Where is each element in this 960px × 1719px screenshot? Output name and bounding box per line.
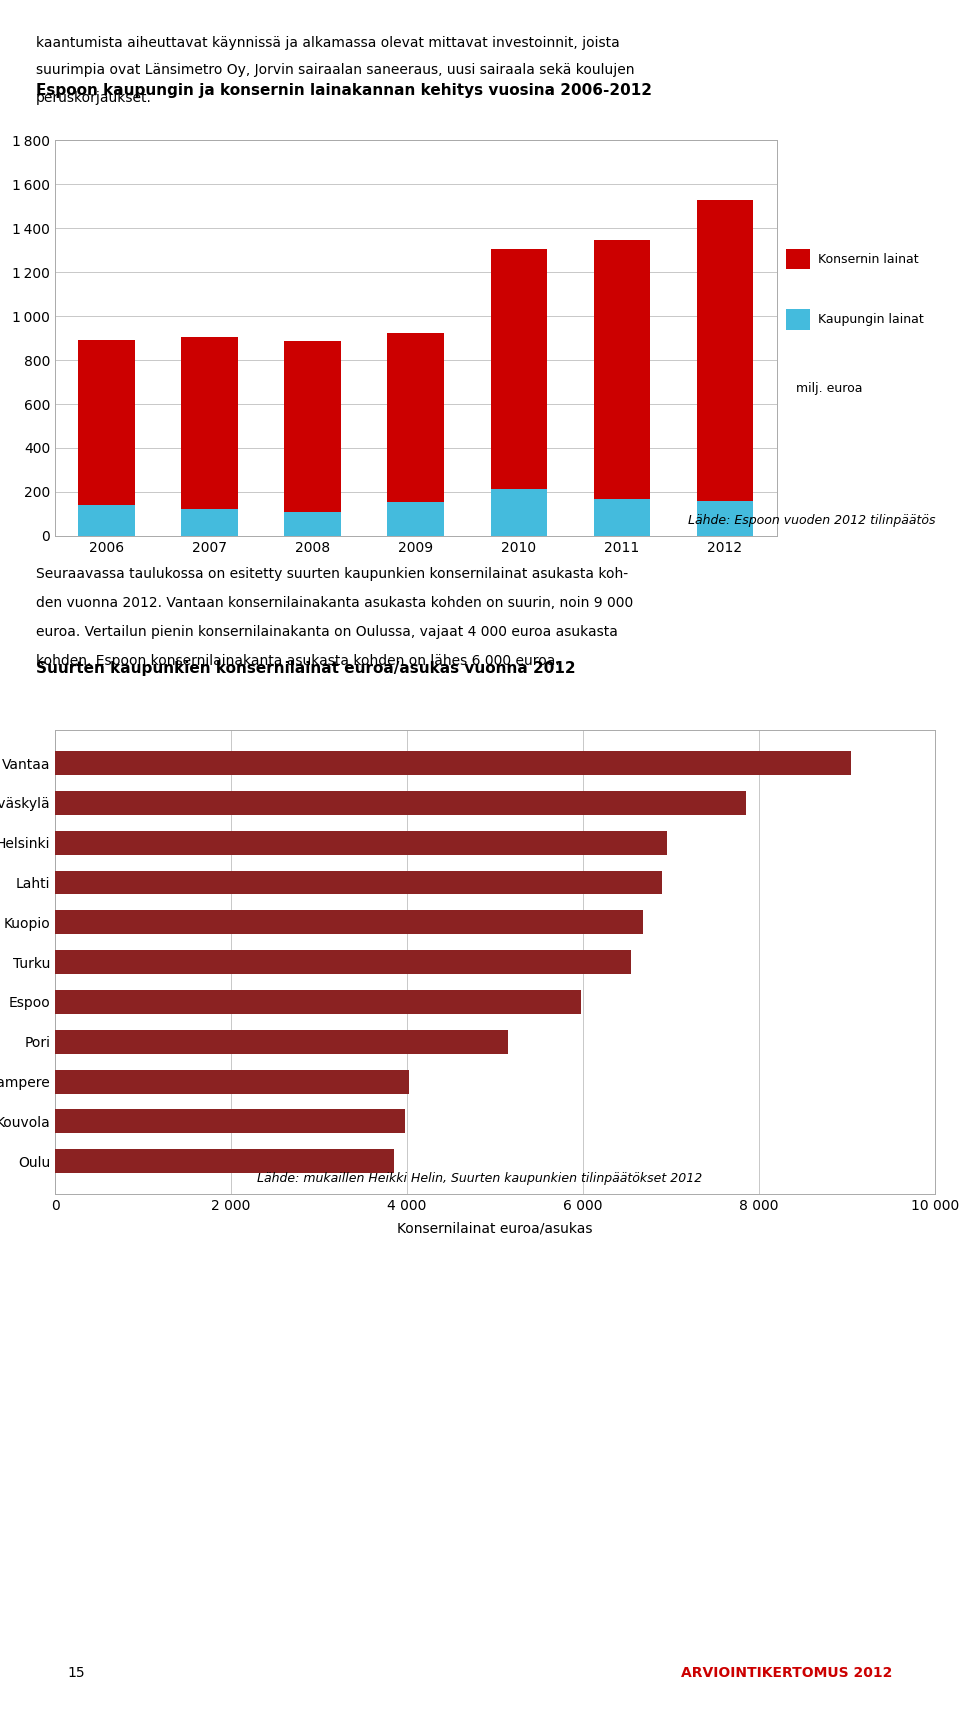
Bar <box>181 337 238 536</box>
Bar <box>55 1030 508 1054</box>
Text: Espoon kaupungin ja konsernin lainakannan kehitys vuosina 2006-2012: Espoon kaupungin ja konsernin lainakanna… <box>36 83 652 98</box>
X-axis label: Konsernilainat euroa/asukas: Konsernilainat euroa/asukas <box>397 1222 592 1236</box>
Bar <box>55 1069 409 1093</box>
Bar <box>55 751 852 775</box>
Text: Lähde: mukaillen Heikki Helin, Suurten kaupunkien tilinpäätökset 2012: Lähde: mukaillen Heikki Helin, Suurten k… <box>257 1172 703 1186</box>
Bar <box>181 509 238 536</box>
Text: peruskorjaukset.: peruskorjaukset. <box>36 91 152 105</box>
Text: kaantumista aiheuttavat käynnissä ja alkamassa olevat mittavat investoinnit, joi: kaantumista aiheuttavat käynnissä ja alk… <box>36 36 619 50</box>
Text: den vuonna 2012. Vantaan konsernilainakanta asukasta kohden on suurin, noin 9 00: den vuonna 2012. Vantaan konsernilainaka… <box>36 596 633 610</box>
Text: euroa. Vertailun pienin konsernilainakanta on Oulussa, vajaat 4 000 euroa asukas: euroa. Vertailun pienin konsernilainakan… <box>36 626 617 639</box>
Bar <box>55 1109 405 1133</box>
Text: ARVIOINTIKERTOMUS 2012: ARVIOINTIKERTOMUS 2012 <box>682 1666 893 1681</box>
Bar <box>284 340 341 536</box>
Bar <box>593 241 650 536</box>
Text: 15: 15 <box>67 1666 84 1681</box>
Bar <box>284 512 341 536</box>
Bar <box>78 505 135 536</box>
Bar <box>388 333 444 536</box>
Text: suurimpia ovat Länsimetro Oy, Jorvin sairaalan saneeraus, uusi sairaala sekä kou: suurimpia ovat Länsimetro Oy, Jorvin sai… <box>36 64 635 77</box>
Text: Kaupungin lainat: Kaupungin lainat <box>818 313 924 327</box>
Text: Suurten kaupunkien konsernilainat euroa/asukas vuonna 2012: Suurten kaupunkien konsernilainat euroa/… <box>36 662 575 676</box>
Text: kohden. Espoon konsernilainakanta asukasta kohden on lähes 6 000 euroa.: kohden. Espoon konsernilainakanta asukas… <box>36 655 560 669</box>
Bar <box>388 502 444 536</box>
Text: Lähde: Espoon vuoden 2012 tilinpäätös: Lähde: Espoon vuoden 2012 tilinpäätös <box>687 514 935 528</box>
Bar <box>491 488 547 536</box>
Text: milj. euroa: milj. euroa <box>796 382 862 395</box>
Bar <box>697 199 754 536</box>
Bar <box>697 500 754 536</box>
Bar <box>55 1150 394 1172</box>
Text: Seuraavassa taulukossa on esitetty suurten kaupunkien konsernilainat asukasta ko: Seuraavassa taulukossa on esitetty suurt… <box>36 567 628 581</box>
Bar <box>55 791 746 815</box>
Bar <box>55 870 662 894</box>
Bar <box>593 499 650 536</box>
Bar <box>491 249 547 536</box>
Bar <box>55 830 666 854</box>
Bar <box>55 990 581 1014</box>
Text: Konsernin lainat: Konsernin lainat <box>818 253 919 266</box>
Bar <box>78 340 135 536</box>
Bar <box>55 911 643 935</box>
Bar <box>55 951 632 975</box>
